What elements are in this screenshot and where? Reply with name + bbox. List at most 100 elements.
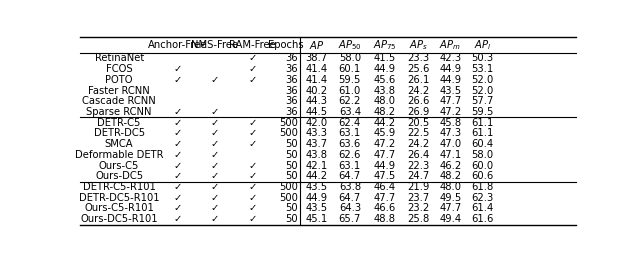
Text: 59.5: 59.5: [339, 75, 361, 85]
Text: ✓: ✓: [248, 193, 257, 203]
Text: 47.7: 47.7: [439, 96, 461, 106]
Text: 43.7: 43.7: [305, 139, 328, 149]
Text: DETR-DC5: DETR-DC5: [93, 128, 145, 139]
Text: 63.8: 63.8: [339, 182, 361, 192]
Text: Ours-C5: Ours-C5: [99, 161, 140, 171]
Text: 62.6: 62.6: [339, 150, 361, 160]
Text: ✓: ✓: [248, 204, 257, 213]
Text: 58.0: 58.0: [472, 150, 493, 160]
Text: 50: 50: [285, 214, 298, 224]
Text: 500: 500: [279, 193, 298, 203]
Text: 36: 36: [285, 107, 298, 117]
Text: 48.0: 48.0: [374, 96, 396, 106]
Text: $AP_s$: $AP_s$: [408, 38, 428, 52]
Text: ✓: ✓: [211, 139, 219, 149]
Text: SMCA: SMCA: [105, 139, 134, 149]
Text: 23.3: 23.3: [407, 54, 429, 63]
Text: 47.7: 47.7: [373, 150, 396, 160]
Text: RAM-Free: RAM-Free: [229, 40, 276, 50]
Text: 47.2: 47.2: [373, 139, 396, 149]
Text: ✓: ✓: [211, 182, 219, 192]
Text: $AP_{75}$: $AP_{75}$: [372, 38, 396, 52]
Text: ✓: ✓: [248, 128, 257, 139]
Text: DETR-DC5-R101: DETR-DC5-R101: [79, 193, 159, 203]
Text: ✓: ✓: [248, 54, 257, 63]
Text: 36: 36: [285, 96, 298, 106]
Text: 40.2: 40.2: [305, 86, 328, 96]
Text: ✓: ✓: [248, 214, 257, 224]
Text: 44.9: 44.9: [439, 75, 461, 85]
Text: 48.2: 48.2: [439, 171, 461, 181]
Text: ✓: ✓: [173, 64, 181, 74]
Text: $AP_m$: $AP_m$: [440, 38, 461, 52]
Text: 42.1: 42.1: [305, 161, 328, 171]
Text: 52.0: 52.0: [472, 86, 493, 96]
Text: ✓: ✓: [173, 75, 181, 85]
Text: 25.8: 25.8: [407, 214, 429, 224]
Text: 42.3: 42.3: [439, 54, 461, 63]
Text: Cascade RCNN: Cascade RCNN: [83, 96, 156, 106]
Text: 60.4: 60.4: [472, 139, 493, 149]
Text: $AP$: $AP$: [308, 39, 324, 51]
Text: Deformable DETR: Deformable DETR: [75, 150, 163, 160]
Text: 44.9: 44.9: [374, 64, 396, 74]
Text: 41.4: 41.4: [305, 75, 328, 85]
Text: 44.9: 44.9: [305, 193, 328, 203]
Text: 44.9: 44.9: [374, 161, 396, 171]
Text: ✓: ✓: [173, 214, 181, 224]
Text: ✓: ✓: [248, 161, 257, 171]
Text: 500: 500: [279, 128, 298, 139]
Text: 64.7: 64.7: [339, 193, 361, 203]
Text: 45.6: 45.6: [373, 75, 396, 85]
Text: 47.0: 47.0: [439, 139, 461, 149]
Text: ✓: ✓: [173, 150, 181, 160]
Text: 63.1: 63.1: [339, 161, 361, 171]
Text: 58.0: 58.0: [339, 54, 361, 63]
Text: 48.8: 48.8: [374, 214, 396, 224]
Text: ✓: ✓: [211, 128, 219, 139]
Text: 50: 50: [285, 161, 298, 171]
Text: ✓: ✓: [211, 161, 219, 171]
Text: 47.5: 47.5: [373, 171, 396, 181]
Text: ✓: ✓: [211, 171, 219, 181]
Text: 26.9: 26.9: [407, 107, 429, 117]
Text: 62.2: 62.2: [339, 96, 361, 106]
Text: 22.5: 22.5: [407, 128, 429, 139]
Text: 49.4: 49.4: [439, 214, 461, 224]
Text: 62.4: 62.4: [339, 118, 361, 128]
Text: 53.1: 53.1: [472, 64, 493, 74]
Text: 60.1: 60.1: [339, 64, 361, 74]
Text: 61.8: 61.8: [472, 182, 493, 192]
Text: 47.1: 47.1: [439, 150, 461, 160]
Text: ✓: ✓: [173, 128, 181, 139]
Text: 43.5: 43.5: [439, 86, 461, 96]
Text: ✓: ✓: [248, 118, 257, 128]
Text: 47.2: 47.2: [439, 107, 461, 117]
Text: ✓: ✓: [248, 182, 257, 192]
Text: FCOS: FCOS: [106, 64, 132, 74]
Text: $AP_l$: $AP_l$: [474, 38, 491, 52]
Text: RetinaNet: RetinaNet: [95, 54, 144, 63]
Text: 47.7: 47.7: [373, 193, 396, 203]
Text: 44.9: 44.9: [439, 64, 461, 74]
Text: 60.6: 60.6: [472, 171, 493, 181]
Text: 63.4: 63.4: [339, 107, 361, 117]
Text: 44.2: 44.2: [374, 118, 396, 128]
Text: Ours-C5-R101: Ours-C5-R101: [84, 204, 154, 213]
Text: 47.7: 47.7: [439, 204, 461, 213]
Text: Ours-DC5: Ours-DC5: [95, 171, 143, 181]
Text: 46.2: 46.2: [439, 161, 461, 171]
Text: 21.9: 21.9: [407, 182, 429, 192]
Text: 45.1: 45.1: [305, 214, 328, 224]
Text: 41.5: 41.5: [373, 54, 396, 63]
Text: Faster RCNN: Faster RCNN: [88, 86, 150, 96]
Text: ✓: ✓: [173, 118, 181, 128]
Text: 43.5: 43.5: [305, 204, 328, 213]
Text: 26.1: 26.1: [407, 75, 429, 85]
Text: 50: 50: [285, 150, 298, 160]
Text: 63.6: 63.6: [339, 139, 361, 149]
Text: ✓: ✓: [211, 204, 219, 213]
Text: 41.4: 41.4: [305, 64, 328, 74]
Text: ✓: ✓: [173, 139, 181, 149]
Text: 61.4: 61.4: [472, 204, 493, 213]
